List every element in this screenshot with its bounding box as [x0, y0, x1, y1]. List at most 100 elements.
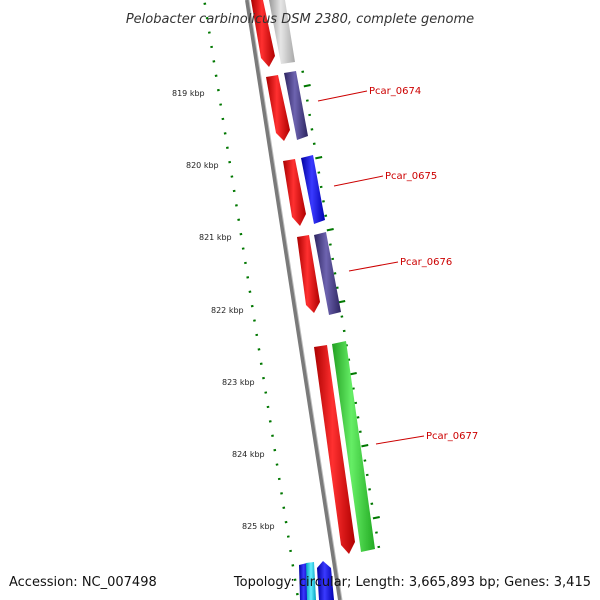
- cds-feature-red[interactable]: [283, 159, 306, 226]
- scale-tick: [223, 132, 227, 135]
- gene-feature-cyan[interactable]: [306, 562, 316, 600]
- tick-label-820: 820 kbp: [186, 161, 219, 170]
- tick-label-823: 823 kbp: [222, 378, 255, 387]
- cds-feature-red[interactable]: [266, 75, 290, 141]
- scale-tick: [221, 117, 225, 121]
- map-title: Pelobacter carbinolicus DSM 2380, comple…: [126, 12, 474, 27]
- accession-backdrop: [0, 572, 160, 592]
- scale-tick: [354, 401, 358, 405]
- scale-tick: [349, 372, 357, 376]
- scale-tick: [356, 416, 360, 419]
- kbp-scale: [203, 2, 381, 596]
- gene-feature-blue[interactable]: [317, 561, 334, 600]
- scale-tick: [328, 243, 332, 246]
- tick-label-822: 822 kbp: [211, 306, 244, 315]
- scale-tick: [219, 103, 223, 106]
- scale-tick: [214, 74, 218, 77]
- scale-tick: [322, 200, 325, 203]
- scale-tick: [312, 142, 316, 145]
- scale-tick: [203, 2, 207, 5]
- scale-tick: [277, 477, 281, 481]
- scale-tick: [239, 232, 243, 236]
- gene-features: [251, 0, 375, 600]
- scale-tick: [210, 45, 214, 49]
- scale-tick: [286, 535, 290, 538]
- cds-feature-red[interactable]: [251, 0, 275, 67]
- scale-tick: [361, 444, 369, 448]
- gene-feature-grey[interactable]: [269, 0, 295, 64]
- scale-tick: [324, 214, 328, 217]
- gene-label-pcar-0675[interactable]: Pcar_0675: [385, 171, 437, 182]
- scale-tick: [237, 218, 241, 221]
- scale-tick: [262, 376, 265, 380]
- scale-tick: [273, 448, 277, 452]
- cds-feature-red[interactable]: [314, 345, 355, 554]
- scale-tick: [308, 113, 312, 117]
- scale-tick: [291, 564, 295, 567]
- scale-tick: [264, 391, 268, 394]
- scale-tick: [363, 459, 367, 462]
- scale-tick: [375, 531, 378, 534]
- scale-tick: [212, 60, 216, 63]
- tick-label-824: 824 kbp: [232, 450, 265, 459]
- scale-tick: [377, 545, 381, 549]
- scale-tick: [228, 160, 232, 164]
- scale-tick: [295, 592, 299, 596]
- scale-tick: [284, 520, 288, 524]
- scale-tick: [319, 185, 323, 189]
- scale-tick: [342, 329, 346, 333]
- scale-tick: [230, 175, 234, 178]
- scale-tick: [368, 488, 371, 491]
- scale-tick: [268, 420, 272, 423]
- scale-tick: [275, 463, 279, 466]
- genome-backbone: [245, 0, 343, 600]
- cds-feature-red[interactable]: [297, 235, 320, 313]
- scale-tick: [271, 434, 274, 437]
- gene-feature-purple[interactable]: [284, 71, 308, 140]
- gene-label-pcar-0676[interactable]: Pcar_0676: [400, 257, 452, 268]
- scale-tick: [282, 506, 286, 509]
- scale-tick: [225, 146, 229, 149]
- gene-label-pcar-0674[interactable]: Pcar_0674: [369, 86, 421, 97]
- scale-tick: [246, 276, 250, 279]
- scale-tick: [207, 31, 211, 34]
- tick-label-819: 819 kbp: [172, 89, 205, 98]
- genome-summary-text: Topology: circular; Length: 3,665,893 bp…: [233, 575, 591, 590]
- gene-labels: Pcar_0674 Pcar_0675 Pcar_0676 Pcar_0677: [317, 86, 478, 445]
- scale-tick: [241, 247, 245, 250]
- scale-tick: [303, 84, 311, 88]
- scale-tick: [301, 70, 305, 73]
- scale-tick: [326, 228, 334, 232]
- accession-text: Accession: NC_007498: [9, 575, 157, 590]
- scale-tick: [266, 405, 270, 409]
- tick-label-821: 821 kbp: [199, 233, 232, 242]
- gene-feature-purple[interactable]: [314, 232, 341, 315]
- scale-tick: [340, 315, 344, 318]
- gene-feature-green[interactable]: [332, 341, 375, 552]
- gene-label-pcar-0677[interactable]: Pcar_0677: [426, 431, 478, 442]
- scale-tick: [338, 300, 346, 304]
- scale-tick: [331, 257, 335, 261]
- scale-tick: [317, 171, 321, 174]
- tick-label-825: 825 kbp: [242, 522, 275, 531]
- gene-feature-blue[interactable]: [301, 155, 325, 224]
- scale-tick: [244, 261, 247, 265]
- scale-tick: [250, 304, 254, 308]
- scale-tick: [259, 362, 263, 365]
- scale-tick: [372, 516, 380, 520]
- scale-tick: [232, 189, 236, 193]
- scale-tick: [257, 348, 261, 351]
- scale-tick: [333, 272, 337, 275]
- scale-tick: [248, 290, 252, 293]
- scale-tick: [216, 88, 220, 92]
- scale-tick: [255, 333, 259, 337]
- scale-tick: [205, 16, 209, 20]
- scale-tick: [289, 549, 292, 553]
- scale-tick: [358, 430, 362, 433]
- scale-tick: [235, 204, 238, 207]
- scale-tick: [315, 156, 323, 160]
- scale-tick: [365, 473, 369, 477]
- kbp-tick-labels: 819 kbp 820 kbp 821 kbp 822 kbp 823 kbp …: [172, 89, 275, 531]
- scale-tick: [305, 99, 309, 102]
- scale-tick: [293, 578, 297, 581]
